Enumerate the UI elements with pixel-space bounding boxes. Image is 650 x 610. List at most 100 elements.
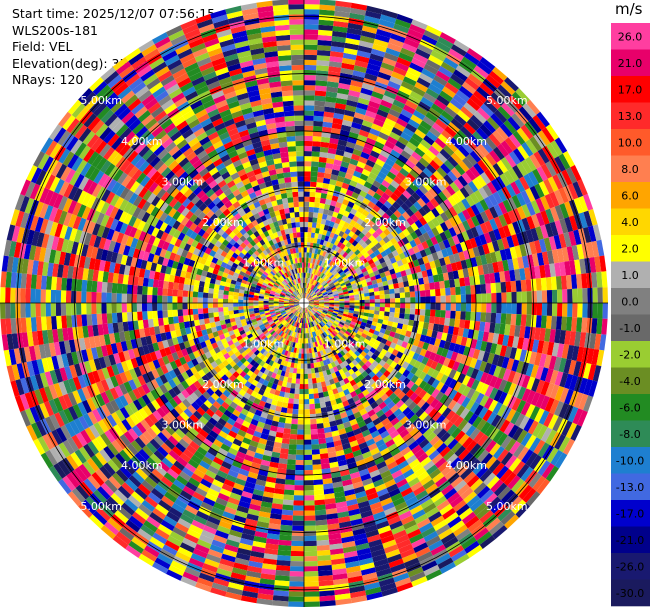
velocity-gate (476, 174, 487, 188)
velocity-gate (304, 591, 320, 597)
velocity-gate (304, 555, 318, 562)
velocity-gate (408, 319, 415, 327)
velocity-gate (480, 140, 493, 154)
velocity-gate (358, 232, 366, 239)
velocity-gate (476, 303, 482, 313)
velocity-gate (304, 4, 320, 10)
velocity-gate (460, 311, 466, 320)
velocity-gate (304, 389, 309, 395)
velocity-gate (304, 247, 307, 253)
velocity-gate (354, 242, 362, 250)
velocity-gate (440, 221, 449, 232)
velocity-gate (510, 280, 517, 293)
velocity-gate (392, 278, 399, 285)
velocity-gate (341, 215, 348, 222)
velocity-gate (385, 240, 394, 248)
velocity-gate (349, 7, 367, 16)
velocity-gate (371, 238, 379, 246)
velocity-gate (304, 495, 315, 501)
velocity-gate (334, 185, 342, 193)
velocity-gate (597, 303, 603, 319)
velocity-gate (412, 259, 420, 267)
velocity-gate (449, 137, 462, 149)
velocity-gate (388, 284, 395, 290)
velocity-gate (327, 272, 333, 278)
velocity-gate (293, 490, 304, 496)
velocity-gate (380, 250, 388, 258)
velocity-gate (582, 226, 592, 243)
velocity-gate (504, 77, 519, 92)
velocity-gate (304, 292, 306, 298)
velocity-gate (419, 290, 426, 297)
velocity-gate (389, 257, 397, 264)
velocity-gate (398, 318, 405, 325)
velocity-gate (304, 561, 318, 567)
velocity-gate (541, 290, 548, 303)
velocity-gate (319, 0, 336, 6)
velocity-gate (436, 94, 450, 107)
velocity-gate (354, 278, 361, 284)
velocity-gate (312, 383, 318, 389)
velocity-gate (407, 195, 417, 205)
velocity-gate (433, 243, 442, 253)
velocity-gate (336, 235, 342, 242)
velocity-gate (345, 104, 357, 113)
velocity-gate (392, 99, 406, 109)
velocity-gate (354, 249, 361, 256)
velocity-gate (530, 227, 539, 242)
velocity-gate (341, 286, 348, 291)
velocity-gate (356, 270, 363, 276)
velocity-gate (394, 287, 400, 294)
velocity-gate (418, 216, 428, 226)
velocity-gate (511, 291, 517, 303)
velocity-gate (509, 246, 518, 259)
velocity-gate (326, 271, 332, 277)
velocity-gate (477, 143, 490, 157)
velocity-gate (339, 129, 350, 137)
velocity-gate (357, 284, 363, 289)
velocity-gate (313, 296, 319, 300)
velocity-gate (402, 127, 415, 138)
velocity-gate (370, 48, 386, 58)
velocity-gate (397, 206, 406, 215)
velocity-gate (344, 270, 351, 276)
velocity-gate (347, 163, 357, 171)
velocity-gate (315, 524, 328, 531)
velocity-gate (378, 239, 386, 247)
velocity-gate (306, 353, 310, 359)
velocity-gate (343, 221, 350, 229)
velocity-gate (454, 278, 461, 288)
velocity-gate (287, 454, 297, 460)
velocity-gate (298, 404, 304, 410)
velocity-gate (460, 286, 466, 295)
velocity-gate (376, 277, 383, 284)
velocity-gate (354, 305, 360, 309)
velocity-gate (314, 288, 320, 293)
velocity-gate (304, 490, 315, 496)
velocity-gate (420, 139, 432, 150)
velocity-gate (389, 268, 396, 275)
velocity-gate (521, 217, 531, 231)
velocity-gate (418, 101, 431, 112)
velocity-gate (341, 265, 348, 272)
velocity-gate (483, 99, 498, 114)
velocity-gate (373, 249, 381, 257)
velocity-gate (294, 469, 304, 476)
velocity-gate (312, 258, 316, 264)
velocity-gate (450, 167, 462, 179)
velocity-gate (280, 407, 288, 414)
velocity-gate (439, 177, 450, 189)
velocity-gate (398, 193, 408, 203)
velocity-gate (304, 424, 311, 430)
velocity-gate (422, 204, 432, 214)
velocity-gate (479, 123, 493, 137)
velocity-gate (365, 10, 382, 20)
velocity-gate (418, 225, 427, 235)
velocity-gate (327, 280, 333, 286)
velocity-gate (284, 423, 292, 429)
velocity-gate (306, 252, 310, 258)
velocity-gate (297, 429, 304, 435)
velocity-gate (488, 230, 497, 242)
velocity-gate (337, 261, 344, 268)
velocity-gate (315, 80, 328, 87)
